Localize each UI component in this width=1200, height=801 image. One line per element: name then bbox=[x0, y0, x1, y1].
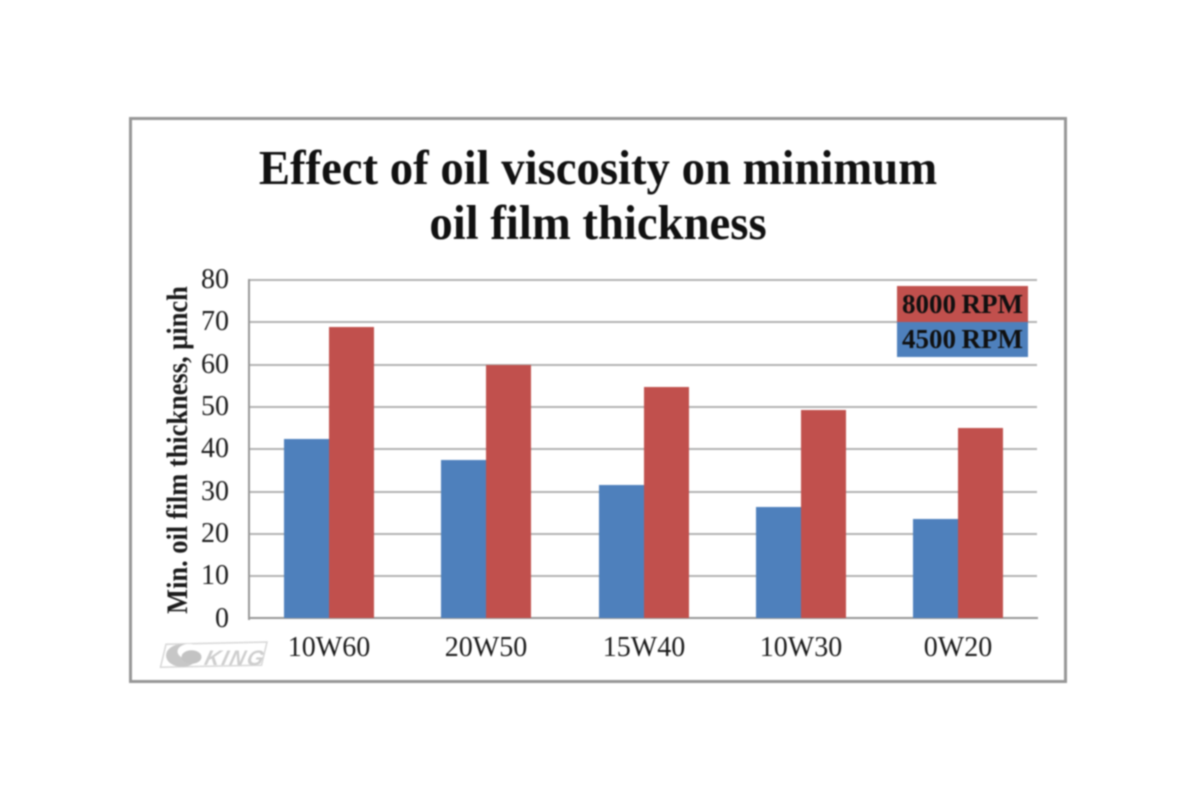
svg-text:KING: KING bbox=[202, 646, 268, 670]
